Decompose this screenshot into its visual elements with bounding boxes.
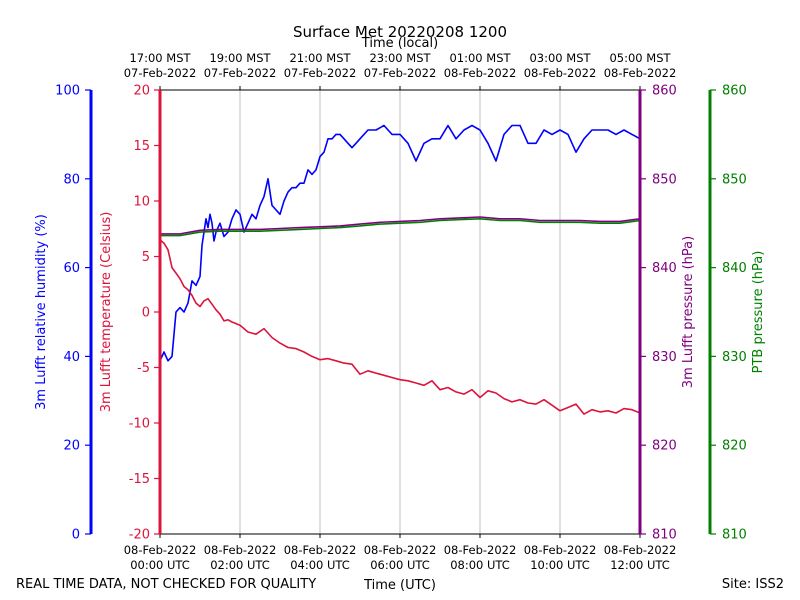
y-tick-label-press: 810	[652, 528, 677, 543]
series-line-rh	[159, 124, 641, 362]
y-tick-label-press: 850	[652, 172, 677, 187]
x-tick-label-local-date: 07-Feb-2022	[364, 66, 437, 80]
x-tick-label-utc-time: 06:00 UTC	[370, 558, 430, 572]
y-tick-label-press: 840	[652, 261, 677, 276]
x-tick-label-local-time: 19:00 MST	[209, 51, 271, 65]
site-label: Site: ISS2	[722, 577, 784, 592]
x-tick-label-utc-time: 10:00 UTC	[530, 558, 590, 572]
x-tick-label-local-date: 08-Feb-2022	[524, 66, 597, 80]
chart-title: Surface Met 20220208 1200	[293, 23, 507, 41]
x-tick-label-local-date: 07-Feb-2022	[204, 66, 277, 80]
y-tick-label-ptb: 840	[722, 261, 747, 276]
x-top-axis-label: Time (local)	[361, 36, 438, 51]
x-tick-label-utc-date: 08-Feb-2022	[284, 543, 357, 557]
x-tick-label-local-time: 03:00 MST	[529, 51, 591, 65]
series-line-ptb	[160, 218, 641, 237]
x-tick-label-local-time: 05:00 MST	[609, 51, 671, 65]
x-tick-label-utc-time: 02:00 UTC	[210, 558, 270, 572]
x-tick-label-local-date: 08-Feb-2022	[604, 66, 677, 80]
y-tick-label-press: 830	[652, 350, 677, 365]
y-tick-label-rh: 100	[55, 84, 80, 99]
y-tick-label-temp: -10	[129, 417, 150, 432]
y-tick-label-temp: 10	[133, 195, 150, 210]
y-tick-label-ptb: 820	[722, 439, 747, 454]
y-tick-label-rh: 0	[72, 528, 80, 543]
x-tick-label-utc-date: 08-Feb-2022	[524, 543, 597, 557]
y-axis-title-temp: 3m Lufft temperature (Celsius)	[99, 212, 114, 413]
x-tick-label-utc-date: 08-Feb-2022	[364, 543, 437, 557]
y-tick-label-press: 860	[652, 84, 677, 99]
x-tick-label-utc-date: 08-Feb-2022	[444, 543, 517, 557]
y-tick-label-ptb: 830	[722, 350, 747, 365]
x-tick-label-utc-time: 04:00 UTC	[290, 558, 350, 572]
y-tick-label-temp: 0	[142, 306, 150, 321]
x-tick-label-utc-date: 08-Feb-2022	[604, 543, 677, 557]
quality-disclaimer: REAL TIME DATA, NOT CHECKED FOR QUALITY	[16, 577, 316, 592]
y-axis-title-ptb: PTB pressure (hPa)	[751, 251, 766, 374]
x-tick-label-local-date: 08-Feb-2022	[444, 66, 517, 80]
y-tick-label-temp: -15	[129, 472, 150, 487]
y-tick-label-ptb: 810	[722, 528, 747, 543]
y-tick-label-temp: -20	[129, 528, 150, 543]
x-tick-label-utc-time: 00:00 UTC	[130, 558, 190, 572]
x-tick-label-local-date: 07-Feb-2022	[124, 66, 197, 80]
x-tick-label-local-time: 23:00 MST	[369, 51, 431, 65]
y-tick-label-temp: 20	[133, 84, 150, 99]
x-tick-label-utc-date: 08-Feb-2022	[124, 543, 197, 557]
y-tick-label-press: 820	[652, 439, 677, 454]
x-tick-label-utc-date: 08-Feb-2022	[204, 543, 277, 557]
y-axis-title-press: 3m Lufft pressure (hPa)	[681, 236, 696, 388]
x-tick-label-local-time: 21:00 MST	[289, 51, 351, 65]
x-tick-label-local-time: 01:00 MST	[449, 51, 511, 65]
x-bottom-axis-label: Time (UTC)	[363, 578, 436, 593]
x-tick-label-utc-time: 12:00 UTC	[610, 558, 670, 572]
y-tick-label-ptb: 860	[722, 84, 747, 99]
y-tick-label-temp: 15	[133, 139, 150, 154]
series-line-temp	[159, 239, 641, 415]
x-tick-label-utc-time: 08:00 UTC	[450, 558, 510, 572]
y-tick-label-temp: 5	[142, 250, 150, 265]
series-line-press	[160, 216, 641, 235]
y-tick-label-rh: 80	[63, 172, 80, 187]
x-tick-label-local-date: 07-Feb-2022	[284, 66, 357, 80]
y-tick-label-rh: 40	[63, 350, 80, 365]
y-tick-label-temp: -5	[137, 361, 150, 376]
y-tick-label-ptb: 850	[722, 172, 747, 187]
y-tick-label-rh: 20	[63, 439, 80, 454]
y-axis-title-rh: 3m Lufft relative humidity (%)	[34, 214, 49, 410]
y-tick-label-rh: 60	[63, 261, 80, 276]
x-tick-label-local-time: 17:00 MST	[129, 51, 191, 65]
